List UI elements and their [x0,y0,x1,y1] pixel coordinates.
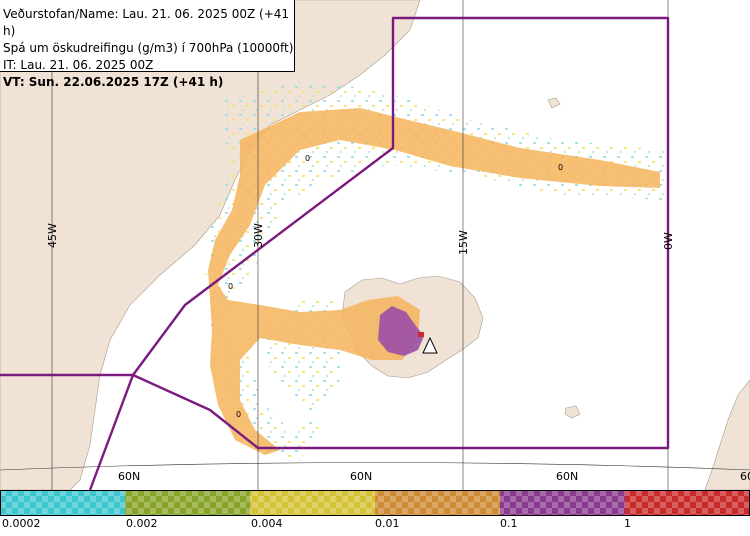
legend-tick-2: 0.002 [126,517,158,530]
contour-label-1: 0 [305,154,310,163]
ash-source-peak [418,332,424,337]
ash-plume-low [208,108,660,455]
meridian-label-15w: 15W [457,230,470,255]
contour-label-2: 0 [558,163,563,172]
volcano-icon [422,336,438,354]
parallel-label-1: 60N [118,470,140,483]
legend-tick-1: 0.0002 [2,517,41,530]
ash-dispersion-map: 45W 30W 15W 0W 60N 60N 60N 60N 0 0 0 0 [0,0,750,490]
issuer-line: Veðurstofan/Name: Lau. 21. 06. 2025 00Z … [3,7,290,38]
legend-tick-3: 0.004 [251,517,283,530]
product-line: Spá um öskudreifingu (g/m3) í 700hPa (10… [3,41,294,55]
parallel-label-2: 60N [350,470,372,483]
legend-tick-4: 0.01 [375,517,400,530]
legend-tick-6: 1 [624,517,631,530]
forecast-info-box: Veðurstofan/Name: Lau. 21. 06. 2025 00Z … [0,0,295,89]
fir-boundary [0,16,670,490]
issue-time-line: IT: Lau. 21. 06. 2025 00Z [3,58,154,72]
contour-label-4: 0 [236,410,241,419]
legend-colorbar [0,490,750,532]
island-ne [547,97,561,109]
parallel-label-4: 60N [740,470,750,483]
legend-tick-5: 0.1 [500,517,518,530]
meridian-label-45w: 45W [46,223,59,248]
meridian-label-30w: 30W [252,223,265,248]
ash-plume-high [378,306,424,356]
norway-land [704,379,750,490]
contour-label-3: 0 [228,282,233,291]
meridian-label-0w: 0W [662,232,675,250]
concentration-legend: 0.0002 0.002 0.004 0.01 0.1 1 [0,490,750,532]
valid-time-line: VT: Sun. 22.06.2025 17Z (+41 h) [3,75,224,89]
greenland-land [0,0,421,490]
island-s [564,405,581,419]
parallel-label-3: 60N [556,470,578,483]
